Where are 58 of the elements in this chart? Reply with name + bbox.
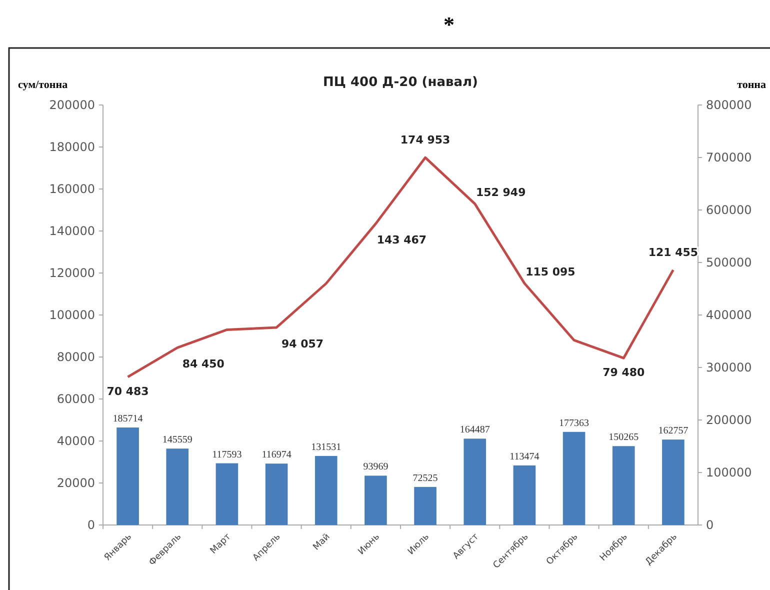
data-label: 152 949 [476, 186, 526, 199]
y2-tick-label: 500000 [706, 256, 752, 270]
data-label: 72525 [412, 472, 438, 484]
y-tick-label: 100000 [49, 308, 95, 322]
bar [314, 456, 338, 525]
y2-tick-label: 600000 [706, 203, 752, 218]
bar [414, 486, 436, 525]
data-label: 150265 [608, 432, 639, 444]
y2-tick-label: 800000 [706, 98, 752, 112]
data-label: 117593 [212, 449, 242, 460]
bar [464, 438, 486, 525]
data-label: 116974 [262, 450, 292, 461]
y2-tick-label: 400000 [706, 308, 752, 322]
line-series [126, 156, 674, 378]
y2-tick-label: 100000 [706, 466, 752, 480]
data-label: 164487 [460, 424, 490, 436]
chart-title: ПЦ 400 Д-20 (навал) [323, 75, 478, 90]
y-tick-label: 180000 [49, 140, 95, 154]
bar [265, 464, 288, 525]
bar [662, 440, 684, 525]
y-tick-label: 20000 [56, 476, 95, 490]
y-tick-label: 140000 [49, 224, 95, 238]
data-label: 79 480 [602, 366, 646, 380]
y-tick-label: 160000 [49, 182, 95, 196]
y-tick-label: 80000 [56, 350, 95, 364]
data-label: 84 450 [182, 358, 225, 371]
data-label: 94 057 [281, 337, 324, 350]
bar [612, 446, 635, 525]
bar [116, 428, 139, 525]
text: * [444, 12, 454, 37]
data-label: 131531 [311, 442, 342, 453]
y-tick-label: 60000 [56, 392, 95, 406]
y-tick-label: 40000 [56, 434, 95, 448]
y2-tick-label: 0 [706, 518, 714, 532]
bar [166, 448, 189, 525]
data-label: 70 483 [106, 384, 149, 398]
bar [562, 432, 586, 525]
data-label: 115 095 [526, 265, 576, 278]
bar [513, 465, 536, 525]
data-label: 185714 [112, 414, 143, 424]
data-label: 145559 [162, 434, 192, 446]
y2-tick-label: 700000 [706, 150, 752, 165]
data-label: 177363 [559, 418, 590, 429]
y2-tick-label: 300000 [706, 360, 752, 375]
bar [216, 463, 238, 525]
data-label: 93969 [363, 462, 388, 473]
y-axis-title: сум/тонна [18, 79, 68, 91]
data-label: 113474 [510, 451, 540, 462]
y-tick-label: 0 [87, 518, 95, 532]
data-label: 121 455 [648, 246, 698, 259]
bar [364, 476, 387, 525]
data-label: 162757 [658, 426, 688, 437]
y2-axis-title: тонна [737, 79, 766, 91]
y2-tick-label: 200000 [706, 413, 752, 428]
y-tick-label: 120000 [49, 266, 95, 280]
data-label: 174 953 [400, 134, 450, 147]
data-label: 143 467 [376, 234, 427, 247]
y-tick-label: 200000 [49, 98, 95, 112]
